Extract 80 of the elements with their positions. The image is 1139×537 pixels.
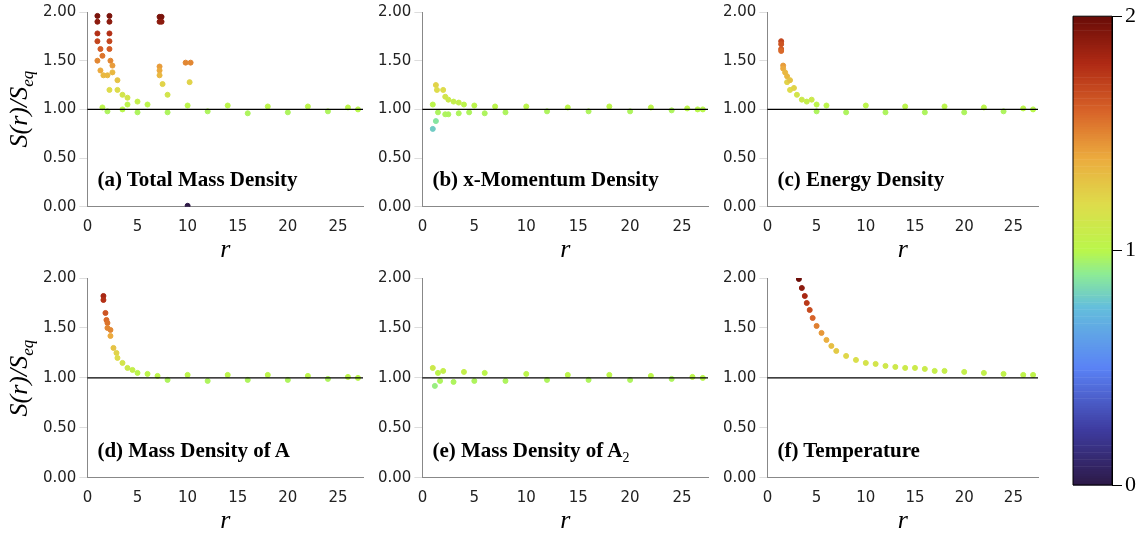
y-tick-label: 1.00 <box>42 367 77 386</box>
x-tick-label: 0 <box>417 487 428 506</box>
x-tick-label: 5 <box>811 487 822 506</box>
y-tick-label: 2.00 <box>42 267 77 286</box>
x-tick-label: 25 <box>672 216 692 235</box>
y-tick-label: 0.50 <box>42 417 77 436</box>
x-tick-label: 10 <box>516 216 536 235</box>
y-tick-label: 1.00 <box>722 99 757 118</box>
y-tick-label: 2.00 <box>42 1 77 20</box>
x-axis-title: r <box>560 505 572 535</box>
y-tick-label: 1.50 <box>42 50 77 69</box>
x-tick-label: 10 <box>178 216 198 235</box>
y-tick-label: 0.00 <box>42 467 77 486</box>
x-tick-label: 0 <box>417 216 428 235</box>
y-tick-label: 0.50 <box>42 147 77 166</box>
y-tick-label: 1.00 <box>42 99 77 118</box>
y-tick-label: 0.00 <box>377 467 412 486</box>
x-axis-title: r <box>560 234 572 264</box>
x-axis-title: r <box>220 505 232 535</box>
annotation: (e) Mass Density of A$_{2}$ <box>432 437 630 466</box>
x-axis-title: r <box>220 234 232 264</box>
y-tick-label: 2.00 <box>722 267 757 286</box>
x-tick-label: 0 <box>762 216 773 235</box>
y-tick-label: 0.00 <box>377 196 412 215</box>
y-tick-label: 2.00 <box>377 1 412 20</box>
x-tick-label: 20 <box>954 216 974 235</box>
y-tick-label: 0.50 <box>722 147 757 166</box>
y-tick-label: 1.50 <box>722 317 757 336</box>
x-tick-label: 15 <box>568 487 588 506</box>
x-tick-label: 25 <box>672 487 692 506</box>
y-tick-label: 1.50 <box>377 50 412 69</box>
y-tick-label: 1.00 <box>377 99 412 118</box>
x-tick-label: 15 <box>905 487 925 506</box>
y-tick-label: 1.50 <box>42 317 77 336</box>
annotation: (d) Mass Density of A <box>97 437 290 463</box>
x-tick-label: 10 <box>856 487 876 506</box>
y-tick-label: 0.50 <box>377 147 412 166</box>
y-tick-label: 1.50 <box>722 50 757 69</box>
x-tick-label: 15 <box>568 216 588 235</box>
x-tick-label: 5 <box>132 216 143 235</box>
x-tick-label: 5 <box>469 487 480 506</box>
y-tick-label: 1.00 <box>377 367 412 386</box>
y-tick-label: 0.00 <box>722 196 757 215</box>
y-tick-label: 0.00 <box>722 467 757 486</box>
x-tick-label: 25 <box>1003 487 1023 506</box>
x-axis-title: r <box>897 505 909 535</box>
x-tick-label: 0 <box>82 216 93 235</box>
y-tick-label: 1.00 <box>722 367 757 386</box>
x-tick-label: 0 <box>82 487 93 506</box>
x-tick-label: 15 <box>228 216 248 235</box>
y-tick-label: 2.00 <box>722 1 757 20</box>
x-tick-label: 25 <box>328 487 348 506</box>
annotation: (a) Total Mass Density <box>97 166 298 192</box>
x-tick-label: 10 <box>178 487 198 506</box>
x-tick-label: 25 <box>1003 216 1023 235</box>
x-tick-label: 10 <box>516 487 536 506</box>
y-tick-label: 0.00 <box>42 196 77 215</box>
x-tick-label: 15 <box>228 487 248 506</box>
x-tick-label: 5 <box>469 216 480 235</box>
x-tick-label: 5 <box>811 216 822 235</box>
x-axis-title: r <box>897 234 909 264</box>
x-tick-label: 5 <box>132 487 143 506</box>
x-tick-label: 20 <box>954 487 974 506</box>
x-tick-label: 20 <box>278 216 298 235</box>
annotation: (b) x-Momentum Density <box>432 166 659 192</box>
annotation: (f) Temperature <box>777 437 920 463</box>
y-tick-label: 0.50 <box>722 417 757 436</box>
color-bar-label: 2 <box>1125 1 1136 27</box>
x-tick-label: 0 <box>762 487 773 506</box>
y-tick-label: 0.50 <box>377 417 412 436</box>
y-tick-label: 2.00 <box>377 267 412 286</box>
color-bar-label: 1 <box>1125 236 1136 262</box>
x-tick-label: 20 <box>278 487 298 506</box>
x-tick-label: 20 <box>620 487 640 506</box>
x-tick-label: 15 <box>905 216 925 235</box>
annotation: (c) Energy Density <box>777 166 945 192</box>
x-tick-label: 20 <box>620 216 640 235</box>
x-tick-label: 25 <box>328 216 348 235</box>
x-tick-label: 10 <box>856 216 876 235</box>
y-tick-label: 1.50 <box>377 317 412 336</box>
